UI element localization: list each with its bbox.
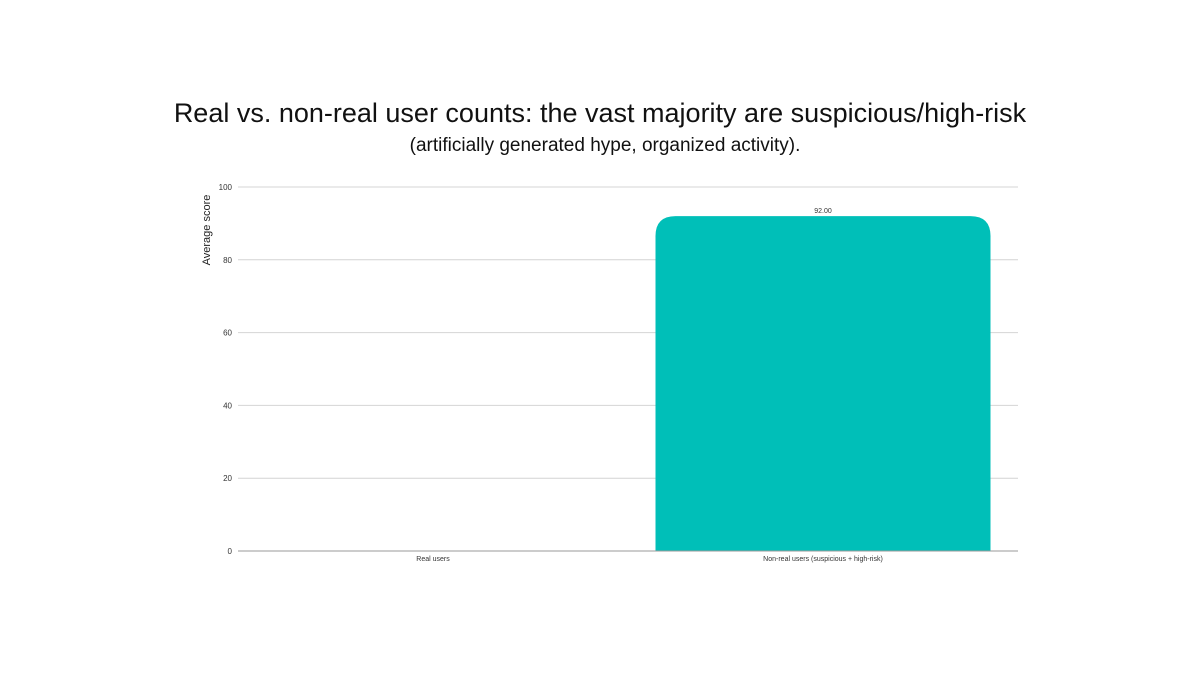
y-tick-label: 100 — [219, 183, 233, 192]
bars: 92.00 — [655, 208, 991, 551]
chart-title: Real vs. non-real user counts: the vast … — [173, 98, 1027, 128]
x-tick-label: Real users — [416, 556, 450, 563]
y-tick-label: 60 — [223, 329, 232, 338]
y-axis-label: Average score — [201, 195, 213, 266]
x-tick-label: Non-real users (suspicious + high-risk) — [763, 556, 883, 563]
bar — [655, 216, 991, 551]
chart-subtitle: (artificially generated hype, organized … — [409, 135, 801, 156]
y-tick-label: 20 — [223, 474, 232, 483]
data-label: 92.00 — [814, 208, 832, 215]
y-tick-label: 0 — [228, 547, 233, 556]
y-tick-label: 80 — [223, 256, 232, 265]
axes: 0 20 40 60 80 100 Real users Non-real users (su… — [219, 183, 1018, 563]
y-tick-label: 40 — [223, 401, 232, 410]
